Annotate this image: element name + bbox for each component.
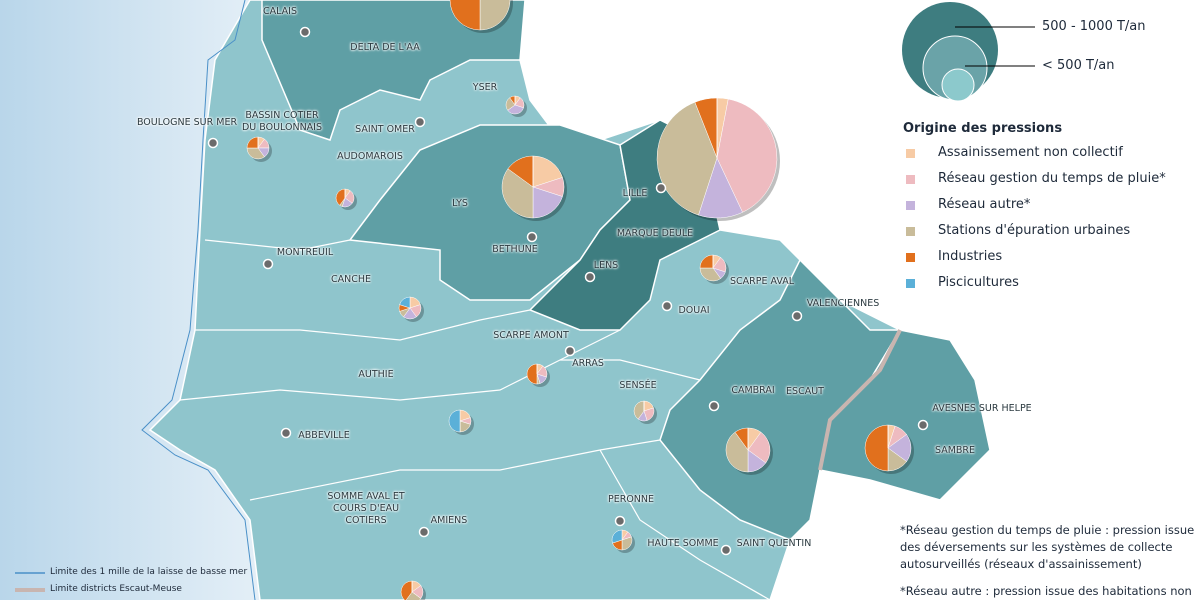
city-dot — [299, 26, 311, 38]
pie-slice — [448, 409, 461, 433]
region-label: LYS — [452, 198, 468, 209]
legend-label: Assainissement non collectif — [938, 145, 1123, 160]
city-dot — [262, 258, 274, 270]
region-label: YSER — [472, 82, 498, 93]
legend-swatch — [906, 279, 915, 288]
legend-swatch — [906, 149, 915, 158]
region-label: MARQUE DEULE — [616, 228, 694, 239]
city-label: SAINT OMER — [355, 124, 415, 135]
legend-title: Origine des pressions — [903, 121, 1063, 136]
region-label: SCARPE AMONT — [493, 330, 569, 341]
legend-label: Réseau gestion du temps de pluie* — [938, 171, 1166, 186]
pie-slice — [405, 591, 422, 600]
legend-swatch — [906, 253, 915, 262]
size-circle — [941, 68, 975, 102]
city-label: ARRAS — [572, 358, 604, 369]
size-label: < 500 T/an — [1042, 58, 1115, 73]
pie-slice — [532, 155, 563, 188]
pie-slice — [611, 529, 623, 544]
legend-label: Réseau autre* — [938, 197, 1031, 212]
city-label: LENS — [593, 260, 619, 271]
city-label: BOULOGNE SUR MER — [136, 117, 238, 128]
city-label: CAMBRAI — [731, 385, 775, 396]
region-border — [204, 239, 351, 251]
city-dot — [720, 544, 732, 556]
region-area — [261, 0, 526, 141]
city-label: ABBEVILLE — [298, 430, 350, 441]
city-label: AVESNES SUR HELPE — [932, 403, 1032, 414]
region-label: AUDOMAROIS — [337, 151, 403, 162]
region-label: ESCAUT — [786, 386, 824, 397]
region-label: SENSÉE — [619, 380, 657, 391]
pie-slice — [501, 168, 534, 219]
legend-label: Piscicultures — [938, 275, 1019, 290]
pie-slice — [864, 424, 889, 472]
city-dot — [280, 427, 292, 439]
pie-slice — [400, 580, 413, 600]
city-dot — [655, 182, 667, 194]
city-dot — [614, 515, 626, 527]
legend-swatch — [906, 175, 915, 184]
region-label: DELTA DE L'AA — [350, 42, 420, 53]
region-label: HAUTE SOMME — [647, 538, 719, 549]
city-dot — [708, 400, 720, 412]
pie-slice — [449, 0, 481, 31]
city-dot — [414, 116, 426, 128]
region-border — [599, 449, 771, 600]
city-dot — [661, 300, 673, 312]
size-label: 500 - 1000 T/an — [1042, 19, 1146, 34]
pie-slice — [747, 431, 771, 464]
city-dot — [584, 271, 596, 283]
note: *Réseau gestion du temps de pluie : pres… — [900, 523, 1195, 571]
city-dot — [791, 310, 803, 322]
legend-text: Limite des 1 mille de la laisse de basse… — [50, 567, 248, 577]
city-label: CALAIS — [263, 6, 297, 17]
region-label: SAMBRE — [934, 445, 976, 456]
city-dot — [526, 231, 538, 243]
pie-slice — [699, 267, 721, 282]
region-border — [195, 309, 531, 341]
district-limit — [818, 329, 902, 471]
city-label: MONTREUIL — [276, 247, 334, 258]
pie-slice — [532, 186, 563, 219]
city-label: VALENCIENNES — [806, 298, 880, 309]
note: *Réseau autre : pression issue des habit… — [900, 584, 1192, 598]
legend-label: Industries — [938, 249, 1003, 264]
coast-limit — [141, 0, 256, 600]
city-dot — [207, 137, 219, 149]
pie-slice — [335, 188, 346, 206]
city-label: SAINT QUENTIN — [736, 538, 812, 549]
city-label: BETHUNE — [492, 244, 538, 255]
city-dot — [917, 419, 929, 431]
region-label: CANCHE — [330, 274, 372, 285]
legend-swatch — [906, 201, 915, 210]
region-border — [249, 439, 661, 501]
legend-text: Limite districts Escaut-Meuse — [50, 584, 182, 594]
city-dot — [564, 345, 576, 357]
pie-slice — [479, 0, 511, 31]
region-border — [560, 359, 701, 381]
pie-slice — [526, 363, 538, 385]
region-label: SOMME AVAL ET COURS D'EAU COTIERS — [327, 491, 405, 526]
city-dot — [418, 526, 430, 538]
region-label: SCARPE AVAL — [729, 276, 795, 287]
city-label: PERONNE — [607, 494, 655, 505]
pie-slice — [725, 431, 749, 473]
pie-slice — [716, 98, 778, 213]
pie-slice — [399, 296, 411, 309]
pie-slice — [246, 147, 265, 160]
region-label: AUTHIE — [358, 369, 394, 380]
city-label: LILLE — [622, 188, 648, 199]
legend-swatch — [906, 227, 915, 236]
pie-slice — [633, 400, 645, 420]
city-label: AMIENS — [430, 515, 468, 526]
region-label: BASSIN COTIER DU BOULONNAIS — [241, 110, 323, 133]
legend-label: Stations d'épuration urbaines — [938, 223, 1131, 238]
pie-slice — [656, 101, 718, 216]
city-label: DOUAI — [678, 305, 710, 316]
